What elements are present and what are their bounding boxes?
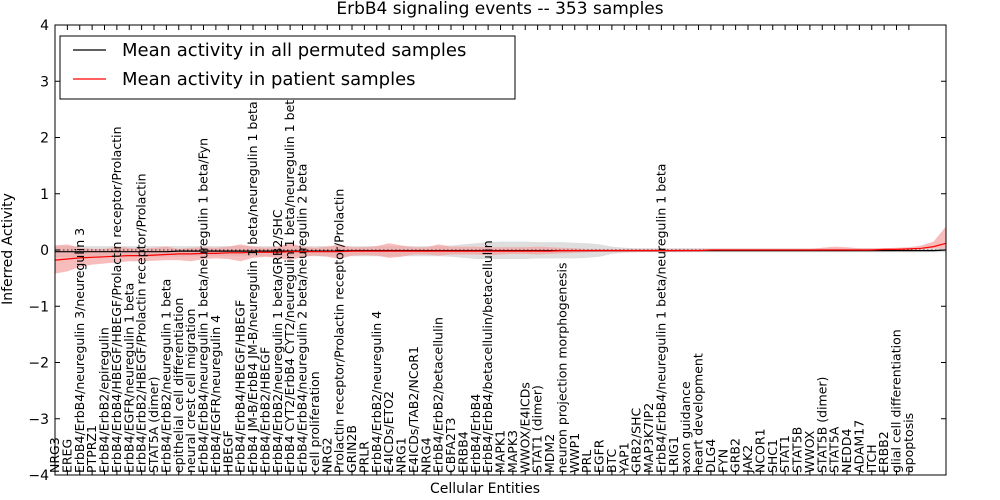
x-category-label: ErbB4/ErbB4 [468, 394, 483, 473]
x-category-label: axon guidance [678, 381, 693, 473]
x-category-label: ErbB4/ErbB2/HBEGF/Prolactin receptor/Pro… [134, 173, 149, 473]
x-category-label: MAPK3 [505, 430, 520, 473]
x-category-label: ERBB2 [876, 431, 891, 473]
x-category-label: NRG1 [394, 437, 409, 473]
x-category-label: NEDD4 [839, 429, 854, 473]
x-category-label: HBEGF [220, 430, 235, 473]
x-category-label: PRLR [356, 441, 371, 473]
legend-label-patient: Mean activity in patient samples [122, 69, 416, 90]
x-category-label: STAT1 (dimer) [530, 385, 545, 473]
x-category-label: GRB2/SHC [629, 408, 644, 473]
x-category-label: WWOX [802, 430, 817, 473]
x-category-label: heart development [691, 353, 706, 473]
x-category-label: ErbB4/ErbB4/neuregulin 3/neuregulin 3 [72, 228, 87, 473]
x-category-label: ErbB4/EGFR/neuregulin 4 [208, 315, 223, 473]
x-category-label: CBFA2T3 [443, 418, 458, 473]
x-category-label: GRIN2B [344, 425, 359, 473]
x-category-label: epithelial cell differentiation [171, 298, 186, 473]
x-category-label: ErbB4 JM-B/ErbB4 JM-B/neuregulin 1 beta/… [245, 101, 260, 473]
x-category-label: ITCH [864, 444, 879, 473]
x-category-label: PTPRZ1 [84, 425, 99, 473]
legend-box [59, 35, 516, 100]
x-category-label: SHC1 [765, 439, 780, 473]
x-category-label: WWP1 [567, 433, 582, 473]
x-category-label: STAT1 [777, 435, 792, 473]
y-tick-label: 3 [40, 74, 49, 90]
x-category-label: neural crest cell migration [183, 309, 198, 473]
y-tick-label: 2 [40, 131, 49, 147]
x-category-label: STAT5A (dimer) [146, 377, 161, 473]
x-category-label: ErbB4/ErbB4/neuregulin 1 beta/neuregulin… [653, 164, 668, 473]
x-category-label: glial cell differentiation [889, 329, 904, 473]
x-category-label: apoptosis [901, 413, 916, 473]
x-category-label: JAK2 [740, 445, 755, 474]
x-category-label: EREG [59, 439, 74, 473]
x-category-label: ErbB4/ErbB2/epiregulin [97, 327, 112, 473]
x-category-label: ErbB4/ErbB4/neuregulin 2 beta/neuregulin… [295, 164, 310, 473]
x-category-label: MDM2 [542, 434, 557, 473]
x-category-label: NRG2 [319, 437, 334, 473]
x-category-label: E4ICDs/ETO2 [381, 391, 396, 473]
y-tick-label: 0 [40, 243, 49, 259]
y-tick-label: −4 [28, 468, 49, 484]
x-category-label: ErbB4/ErbB4/betacellulin/betacellulin [480, 240, 495, 473]
y-tick-label: −1 [28, 299, 49, 315]
x-category-label: ErbB4/ErbB2/neuregulin 4 [369, 311, 384, 473]
x-category-label: MAP3K7IP2 [641, 403, 656, 473]
x-category-label: PRL [579, 450, 594, 473]
x-category-label: BTC [604, 449, 619, 473]
x-category-label: ErbB4/ErbB2/neuregulin 1 beta/GRB2/SHC [270, 209, 285, 473]
x-category-label: cell proliferation [307, 371, 322, 473]
x-category-label: EGFR [592, 439, 607, 473]
legend-label-permuted: Mean activity in all permuted samples [122, 40, 466, 61]
x-category-label: ErbB4/ErbB2/neuregulin 1 beta [158, 279, 173, 473]
y-tick-label: 1 [40, 187, 49, 203]
x-category-label: FYN [715, 449, 730, 473]
x-category-label: ErbB4 CYT2/ErbB4 CYT2/neuregulin 1 beta/… [282, 92, 297, 473]
y-tick-label: 4 [40, 18, 49, 34]
y-tick-label: −2 [28, 356, 49, 372]
legend: Mean activity in all permuted samples Me… [59, 35, 516, 100]
x-category-label: STAT5B (dimer) [814, 377, 829, 473]
x-category-label: NRG4 [418, 437, 433, 473]
y-axis: −4 −3 −2 −1 0 1 2 3 4 [28, 18, 946, 484]
x-category-label: NRG3 [47, 437, 62, 473]
x-category-label: YAP1 [616, 442, 631, 474]
x-category-label: ErbB4/ErbB2/betacellulin [431, 317, 446, 473]
x-category-label: STAT5A [827, 426, 842, 473]
x-category-label: ERBB4 [455, 431, 470, 473]
y-tick-label: −3 [28, 412, 49, 428]
x-category-label: NCOR1 [752, 428, 767, 473]
x-category-label: ErbB4/ErbB4/HBEGF/HBEGF/Prolactin recept… [109, 126, 124, 473]
x-category-label: LRIG1 [666, 436, 681, 473]
x-category-label: Prolactin receptor/Prolactin receptor/Pr… [332, 189, 347, 473]
patient-mean-line [54, 242, 947, 261]
x-category-label: ADAM17 [851, 420, 866, 473]
x-category-label: neuron projection morphogenesis [554, 262, 569, 473]
x-category-label: ErbB4/ErbB4/HBEGF/HBEGF [233, 300, 248, 473]
chart-title: ErbB4 signaling events -- 353 samples [336, 0, 663, 19]
x-axis-label: Cellular Entities [430, 481, 540, 497]
x-category-label: ErbB4/EGFR/neuregulin 1 beta [121, 283, 136, 473]
x-category-label: E4ICDs/TAB2/NCoR1 [406, 346, 421, 473]
x-category-label: ErbB4/ErbB4/neuregulin 1 beta/neuregulin… [196, 138, 211, 473]
x-category-label: STAT5B [790, 427, 805, 473]
y-axis-label: Inferred Activity [0, 193, 16, 305]
x-category-label: WWOX/E4ICDs [517, 382, 532, 473]
x-category-label: MAPK1 [493, 430, 508, 473]
x-category-label: GRB2 [728, 438, 743, 473]
x-category-label: DLG4 [703, 439, 718, 473]
x-category-label: ErbB4/ErbB2/HBEGF [257, 347, 272, 473]
